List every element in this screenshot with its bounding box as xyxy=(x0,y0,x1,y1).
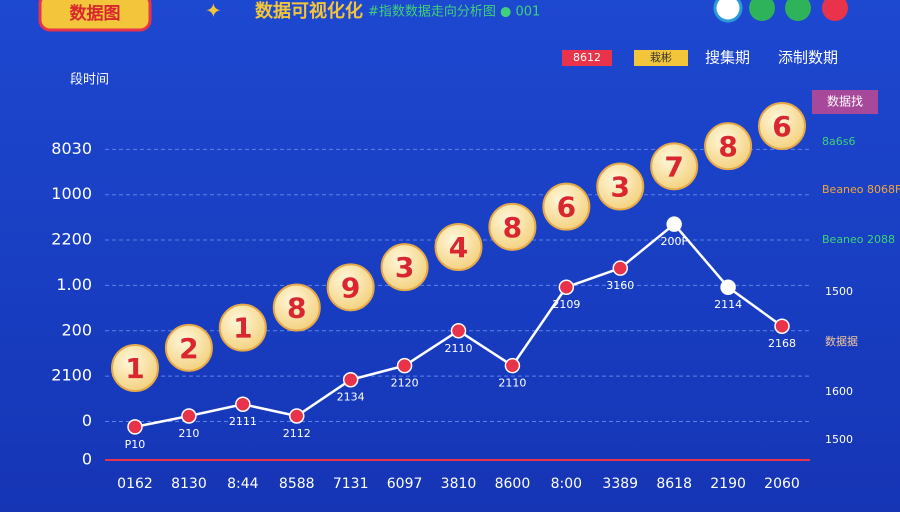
badge xyxy=(434,223,483,271)
badge: 数据图 xyxy=(70,3,121,24)
x-tick-label: 3389 xyxy=(602,476,638,492)
x-tick-label: 8618 xyxy=(656,476,692,492)
point xyxy=(181,408,197,424)
point xyxy=(612,260,628,276)
badge-number: 9 xyxy=(341,271,360,304)
y-tick-label: 0 xyxy=(82,411,92,430)
x-tick-label: 0162 xyxy=(117,476,153,492)
point-label: 2134 xyxy=(337,391,365,404)
badge-number: 8 xyxy=(287,292,306,325)
x-tick-label: 8130 xyxy=(171,476,207,492)
point-label: 3160 xyxy=(606,279,634,292)
icon: ✦ xyxy=(205,0,222,23)
badge xyxy=(650,142,699,191)
badge-number: 3 xyxy=(611,171,630,204)
point-label: 2109 xyxy=(552,298,580,311)
y-tick-label: 0 xyxy=(82,450,92,469)
point-label: 200F xyxy=(661,235,688,248)
point-label: 2110 xyxy=(445,342,473,355)
badge-number: 8 xyxy=(718,130,737,163)
point-label: 2111 xyxy=(229,415,257,428)
badge-number: 7 xyxy=(664,150,683,183)
point xyxy=(720,279,736,295)
badge xyxy=(111,344,159,392)
side-label: 数据找 xyxy=(827,94,863,109)
x-tick-label: 8600 xyxy=(495,476,531,492)
badge-number: 1 xyxy=(125,352,144,385)
y-axis-label: 段时间 xyxy=(70,73,109,88)
point xyxy=(342,371,359,388)
x-tick-label: 7131 xyxy=(333,476,369,492)
legend-label: 添制数期 xyxy=(778,49,838,67)
x-tick-label: 2060 xyxy=(764,476,800,492)
badge xyxy=(542,182,591,231)
badge xyxy=(596,162,645,211)
legend-label: 8612 xyxy=(573,51,601,64)
icon-button[interactable] xyxy=(713,0,743,23)
point xyxy=(235,396,251,412)
icon-button[interactable] xyxy=(785,0,811,21)
badge xyxy=(380,243,429,292)
x-tick-label: 6097 xyxy=(387,476,423,492)
point xyxy=(666,216,682,232)
badge-number: 3 xyxy=(395,251,414,284)
y-tick-label: 1000 xyxy=(51,184,92,203)
badge-number: 2 xyxy=(179,332,198,365)
legend-label: 搜集期 xyxy=(705,49,750,67)
side-box xyxy=(812,90,878,114)
point xyxy=(450,323,467,339)
side-label: 1500 xyxy=(825,433,853,446)
badge xyxy=(218,303,267,352)
point-label: P10 xyxy=(125,438,146,451)
side-label: 8a6s6 xyxy=(822,135,855,148)
badge xyxy=(164,323,213,372)
badge xyxy=(704,122,753,171)
badge xyxy=(758,102,806,150)
badge-number: 6 xyxy=(772,110,791,143)
legend-swatch xyxy=(634,50,688,66)
point xyxy=(504,357,521,374)
subtitle: #指数数据走向分析图 ● 001 xyxy=(368,4,540,20)
x-tick-label: 8588 xyxy=(279,476,315,492)
badge xyxy=(272,283,321,332)
x-tick-label: 8:00 xyxy=(551,476,582,492)
badge-box xyxy=(38,0,152,32)
badge-number: 6 xyxy=(557,191,576,224)
title: 数据可视化化 xyxy=(255,0,363,22)
side-label: Beaneo 8068F xyxy=(822,183,900,196)
point-label: 2120 xyxy=(391,377,419,390)
y-tick-label: 2200 xyxy=(51,230,92,249)
point xyxy=(558,279,575,295)
badge xyxy=(326,263,375,312)
point-label: 2110 xyxy=(498,377,526,390)
y-tick-label: 2100 xyxy=(51,366,92,385)
icon-button[interactable] xyxy=(749,0,775,21)
side-label: Beaneo 2088 xyxy=(822,233,895,246)
badge xyxy=(488,202,537,251)
point-label: 210 xyxy=(178,427,199,440)
y-tick-label: 200 xyxy=(61,320,92,339)
side-label: 1500 xyxy=(825,285,853,298)
badge-number: 1 xyxy=(233,312,252,345)
point xyxy=(127,419,143,435)
point xyxy=(774,318,790,334)
point xyxy=(289,408,305,424)
point xyxy=(396,357,413,374)
x-tick-label: 8:44 xyxy=(227,476,259,492)
y-tick-label: 1.00 xyxy=(56,275,92,294)
x-tick-label: 2190 xyxy=(710,476,746,492)
icon-button[interactable] xyxy=(822,0,848,21)
badge-number: 4 xyxy=(449,231,468,264)
point-label: 2168 xyxy=(768,337,796,350)
legend-label: 栽彬 xyxy=(650,51,672,64)
x-tick-label: 3810 xyxy=(441,476,477,492)
badge-number: 8 xyxy=(503,211,522,244)
legend-swatch xyxy=(562,50,612,66)
side-label: 1600 xyxy=(825,385,853,398)
y-tick-label: 8030 xyxy=(51,139,92,158)
point-label: 2114 xyxy=(714,298,742,311)
side-label: 数据据 xyxy=(825,334,858,348)
point-label: 2112 xyxy=(283,427,311,440)
